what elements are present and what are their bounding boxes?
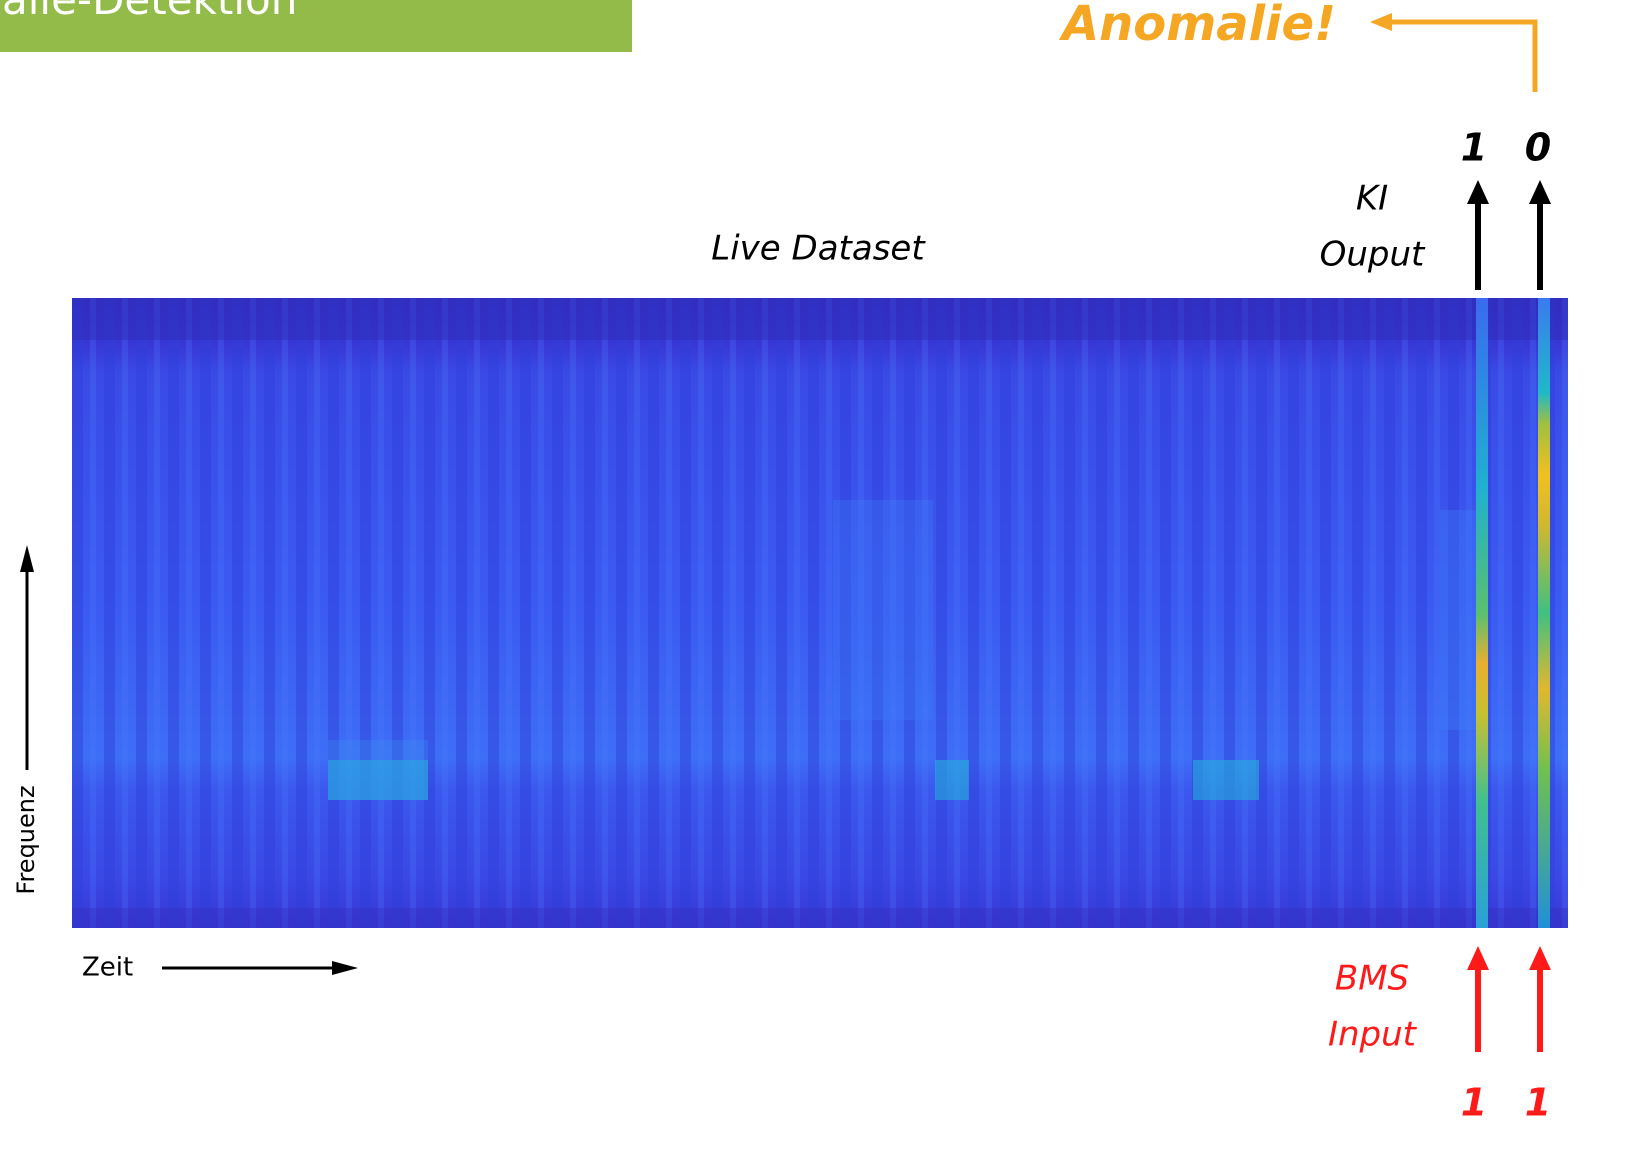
alert-text: Anomalie! (1058, 0, 1336, 52)
diagram: alie-Detektion Anomalie! 1 0 KI Ouput Li… (0, 0, 1639, 1173)
output-value: 0 (1525, 126, 1551, 170)
input-arrowhead (1529, 946, 1551, 970)
output-value: 1 (1461, 126, 1487, 170)
input-value: 1 (1525, 1081, 1551, 1125)
x-axis-arrowhead (332, 961, 358, 975)
output-label: Ouput (1320, 235, 1426, 275)
input-arrowhead (1467, 946, 1489, 970)
y-axis-label: Frequenz (12, 785, 40, 894)
output-label: KI (1356, 179, 1388, 219)
heatmap (72, 298, 1568, 928)
alert-arrowhead (1370, 13, 1392, 31)
output-arrowhead (1529, 180, 1551, 204)
title: alie-Detektion (2, 0, 297, 24)
slide: alie-Detektion Anomalie! 1 0 KI Ouput Li… (0, 0, 1639, 1173)
y-axis-arrowhead (20, 545, 34, 572)
input-label: BMS (1335, 959, 1409, 999)
output-arrowhead (1467, 180, 1489, 204)
input-label: Input (1328, 1015, 1418, 1055)
dataset-label: Live Dataset (711, 229, 926, 269)
alert-line (1385, 22, 1535, 92)
input-value: 1 (1461, 1081, 1487, 1125)
x-axis-label: Zeit (82, 953, 133, 983)
